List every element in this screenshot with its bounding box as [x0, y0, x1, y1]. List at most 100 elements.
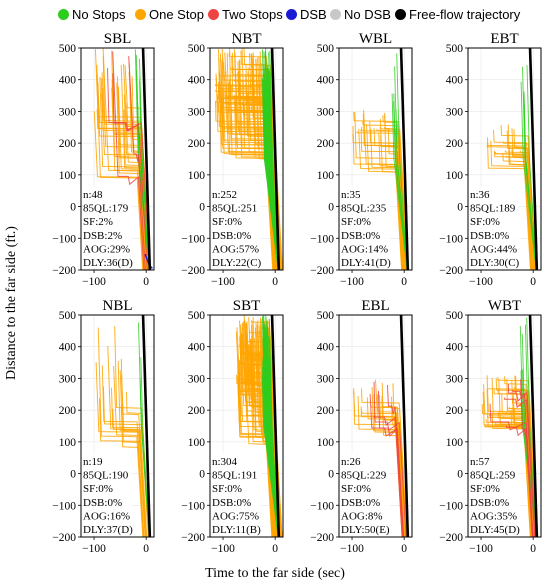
x-tick-label: −100: [469, 543, 493, 555]
x-tick-label: −100: [469, 276, 493, 288]
panel-ebl: EBL −200 −100 0 100 200 300 400 500 −100 0 n:26 85QL…: [310, 298, 413, 555]
stats-line: DLY:45(D): [470, 524, 520, 536]
trajectory-one: [112, 408, 148, 537]
stats-box: [340, 186, 390, 268]
trajectory-one: [117, 87, 144, 270]
x-tick-label: 0: [401, 276, 407, 288]
y-tick-label: 300: [446, 373, 464, 385]
free-flow-trajectory: [141, 48, 152, 270]
y-tick-label: 100: [446, 437, 464, 449]
stats-box: [469, 186, 519, 268]
trajectory-ns: [526, 317, 537, 537]
y-tick-label: 100: [59, 170, 77, 182]
trajectories: [486, 48, 539, 270]
trajectories: [352, 48, 410, 270]
trajectory-ns: [263, 51, 279, 270]
y-tick-label: −200: [439, 265, 463, 277]
trajectory-ns: [263, 362, 279, 537]
legend-label: One Stop: [149, 7, 204, 22]
free-flow-trajectory: [399, 48, 410, 270]
y-tick-label: 400: [188, 75, 206, 87]
plot-frame: [338, 314, 413, 538]
y-tick-label: 400: [317, 75, 335, 87]
y-tick-label: 300: [317, 373, 335, 385]
trajectory-ns: [520, 81, 537, 270]
y-tick-label: −100: [52, 233, 76, 245]
stats-line: n:252: [212, 189, 237, 201]
y-tick-label: 400: [446, 342, 464, 354]
y-tick-label: 400: [317, 342, 335, 354]
trajectories: [215, 48, 283, 270]
plot-frame: [209, 47, 284, 271]
stats-line: AOG:16%: [83, 510, 130, 522]
y-tick-label: 0: [328, 202, 334, 214]
stats-line: n:19: [83, 456, 103, 468]
stats-line: SF:0%: [470, 483, 500, 495]
stats-line: SF:0%: [83, 483, 113, 495]
y-tick-label: −200: [310, 265, 334, 277]
legend-item-no-stops: No Stops: [58, 7, 125, 22]
y-tick-label: −200: [181, 265, 205, 277]
legend-label: Free-flow trajectory: [409, 7, 521, 22]
y-tick-label: 500: [59, 43, 77, 55]
y-tick-label: 200: [446, 405, 464, 417]
y-tick-label: 0: [457, 202, 463, 214]
trajectory-two: [128, 56, 146, 270]
y-tick-label: 500: [188, 43, 206, 55]
y-tick-label: 100: [317, 170, 335, 182]
panel-title: NBL: [103, 298, 133, 314]
trajectory-two: [504, 397, 536, 537]
stats-line: DLY:22(C): [212, 257, 262, 269]
y-tick-label: −100: [310, 233, 334, 245]
x-axis-label: Time to the far side (sec): [205, 566, 345, 581]
stats-line: n:57: [470, 456, 490, 468]
legend-item-free-flow: Free-flow trajectory: [395, 7, 520, 22]
y-tick-label: 200: [59, 405, 77, 417]
free-flow-trajectory: [270, 48, 281, 270]
trajectory-one: [97, 327, 144, 537]
stats-line: AOG:35%: [470, 510, 517, 522]
x-tick-label: −100: [340, 543, 364, 555]
plot-frame: [209, 314, 284, 538]
trajectory-two: [107, 68, 151, 270]
stats-line: DSB:0%: [341, 497, 380, 509]
x-tick-label: 0: [530, 543, 536, 555]
y-tick-label: 0: [199, 469, 205, 481]
trajectory-one: [95, 362, 147, 537]
stats-line: 85QL:191: [212, 470, 257, 482]
y-tick-label: 500: [317, 310, 335, 322]
y-tick-label: 200: [446, 138, 464, 150]
trajectories: [481, 315, 539, 537]
trajectories: [95, 315, 152, 537]
y-tick-label: 100: [59, 437, 77, 449]
panel-title: WBL: [359, 31, 392, 47]
stats-line: SF:0%: [212, 216, 242, 228]
stats-line: n:304: [212, 456, 238, 468]
stats-line: DSB:0%: [83, 497, 122, 509]
stats-line: DSB:0%: [212, 497, 251, 509]
legend-swatch-icon: [286, 9, 297, 20]
stats-line: DSB:0%: [470, 230, 509, 242]
trajectory-two: [373, 381, 407, 537]
trajectory-one: [123, 63, 146, 270]
y-tick-label: 0: [70, 469, 76, 481]
trajectory-ns: [394, 66, 408, 270]
plot-frame: [467, 47, 542, 271]
stats-line: DSB:2%: [83, 230, 122, 242]
y-tick-label: 400: [59, 75, 77, 87]
legend-label: No DSB: [344, 7, 391, 22]
y-tick-label: 200: [59, 138, 77, 150]
y-tick-label: 100: [317, 437, 335, 449]
stats-line: DLY:37(D): [83, 524, 133, 536]
panel-title: WBT: [488, 298, 521, 314]
y-tick-label: 200: [317, 138, 335, 150]
y-tick-label: 400: [188, 342, 206, 354]
y-tick-label: 500: [59, 310, 77, 322]
y-tick-label: −200: [439, 532, 463, 544]
stats-box: [211, 453, 261, 535]
y-tick-label: 400: [446, 75, 464, 87]
trajectory-one: [101, 365, 145, 537]
stats-box: [211, 186, 261, 268]
stats-box: [82, 453, 132, 535]
